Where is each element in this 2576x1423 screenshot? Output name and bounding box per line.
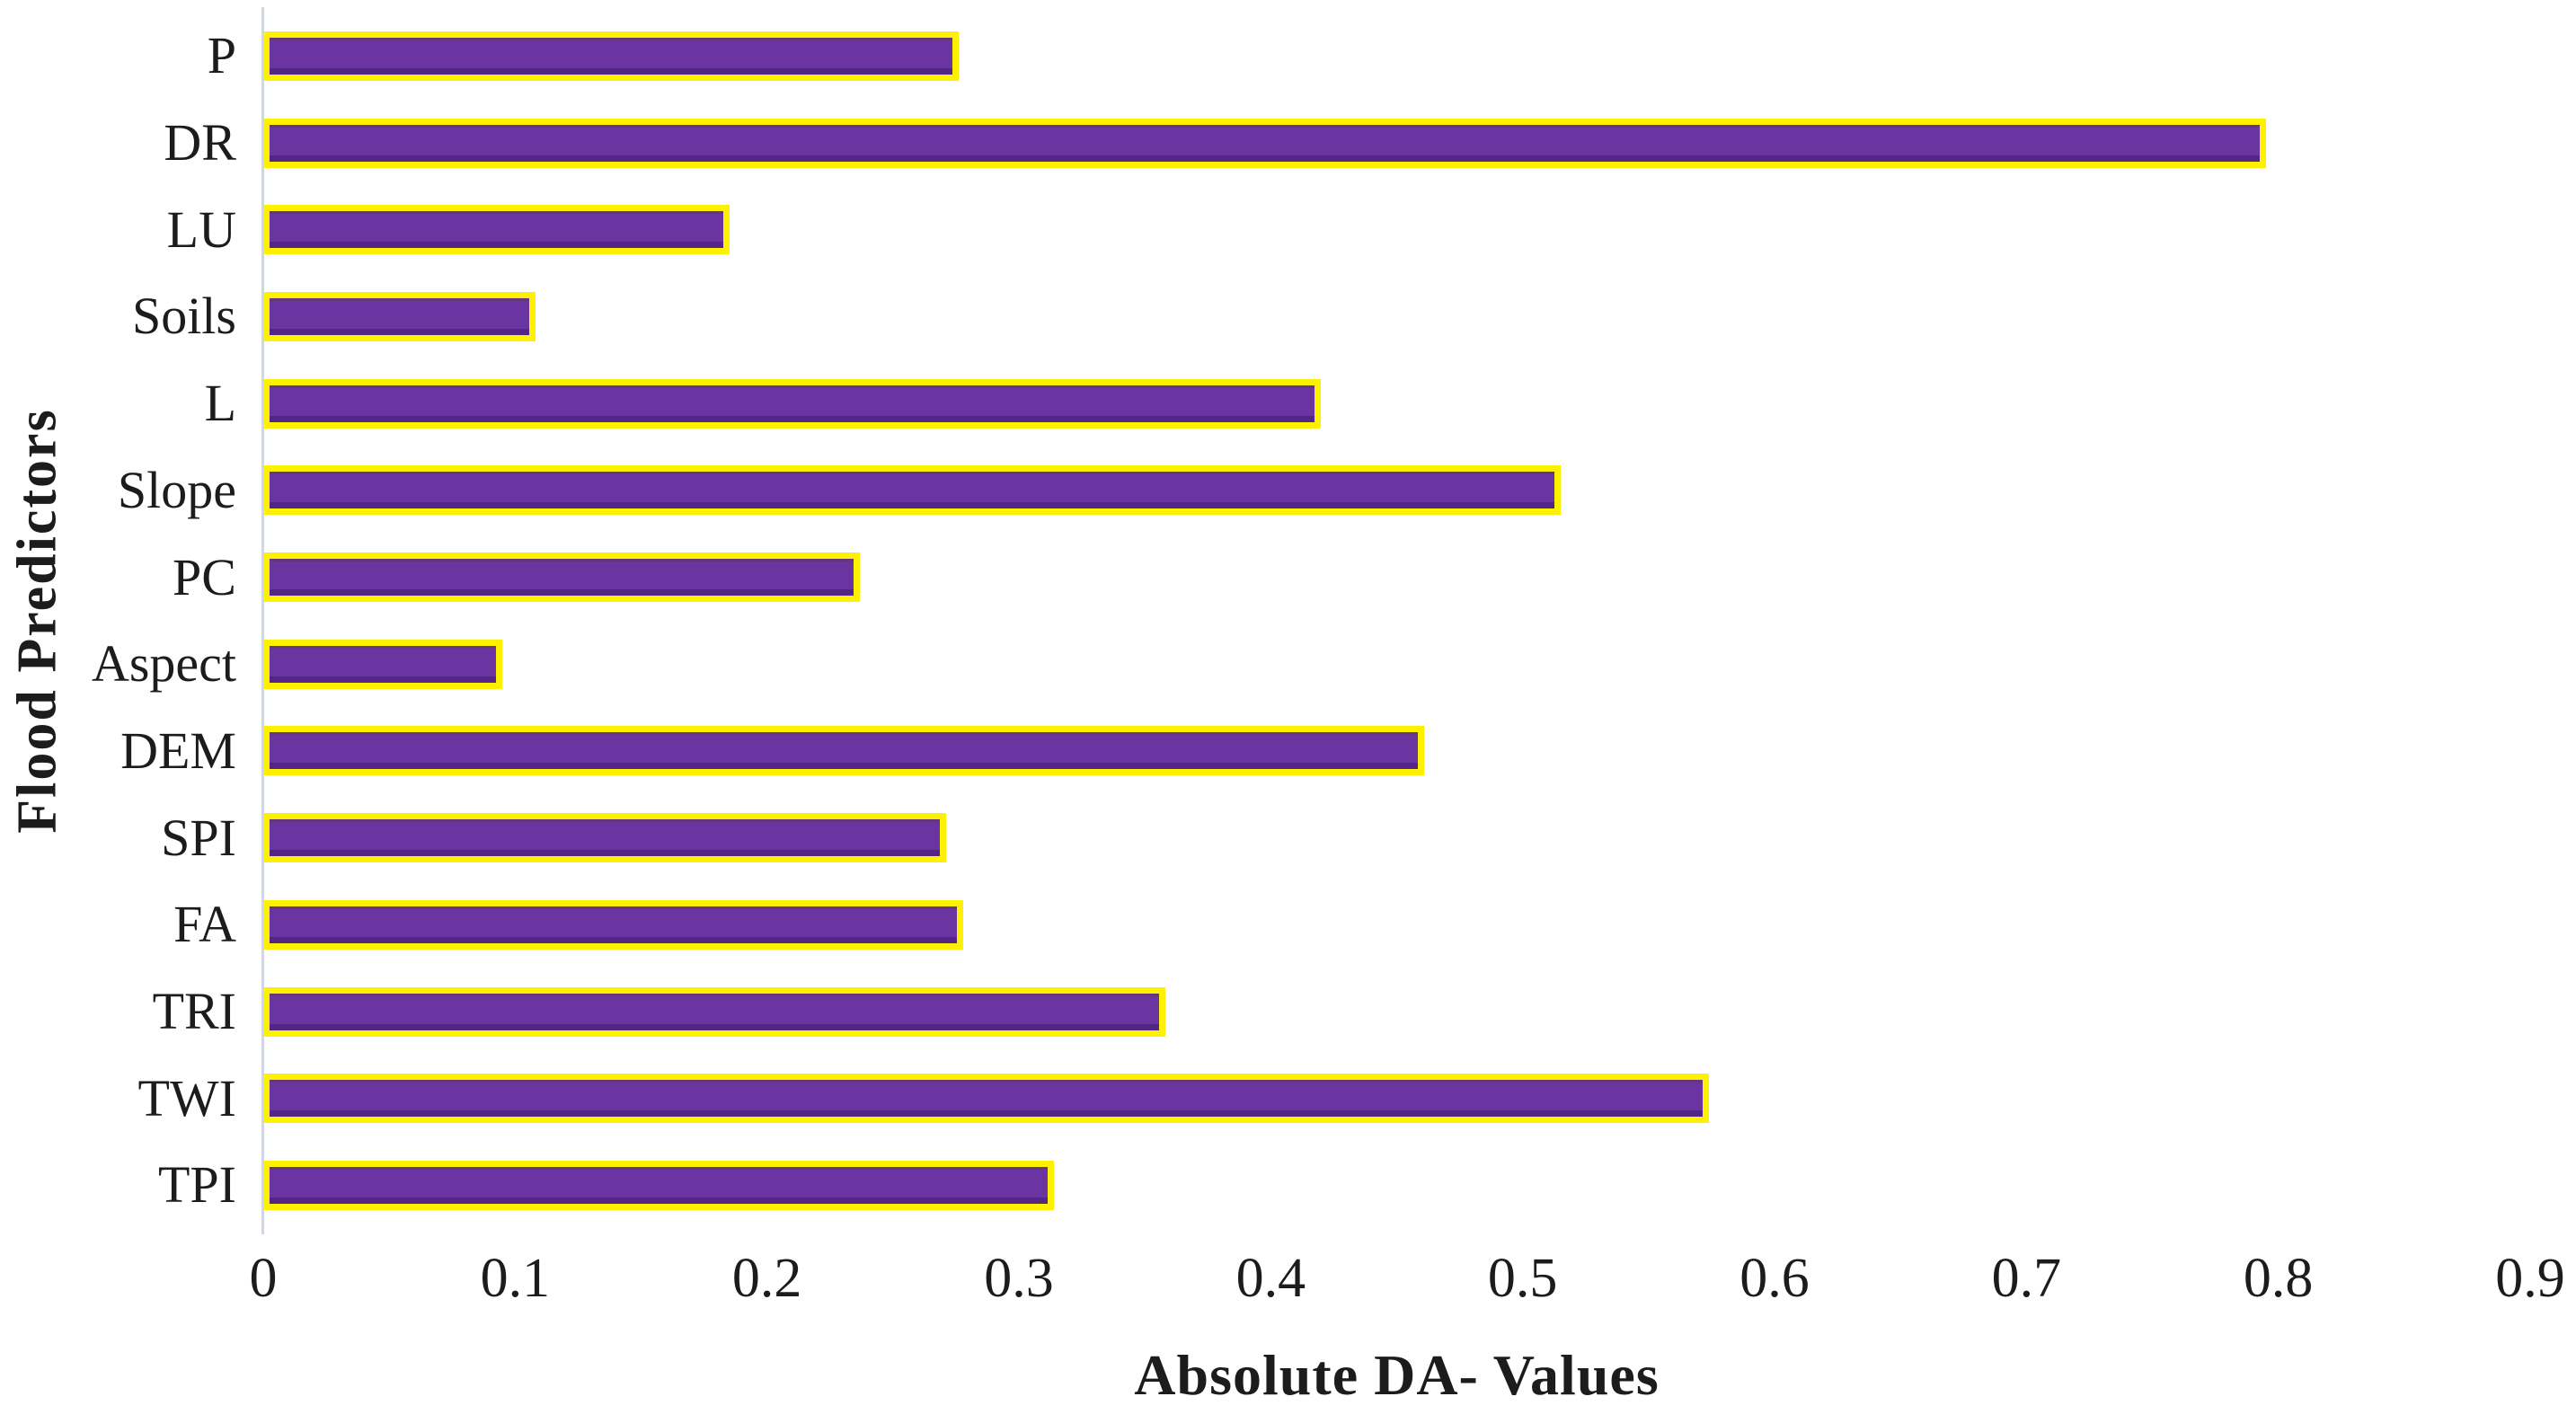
x-tick-label-0.6: 0.6 xyxy=(1739,1248,1810,1309)
chart-row-tri: TRI xyxy=(153,968,2530,1056)
chart-row-soils: Soils xyxy=(132,273,2530,360)
bar-aspect xyxy=(263,639,503,689)
chart-row-lu: LU xyxy=(167,186,2530,273)
bar-twi xyxy=(263,1074,1710,1124)
category-label-pc: PC xyxy=(173,547,236,606)
category-label-fa: FA xyxy=(173,895,236,954)
category-label-lu: LU xyxy=(166,199,236,259)
chart-row-dr: DR xyxy=(164,100,2530,187)
bar-fa xyxy=(263,899,964,950)
bar-soils xyxy=(263,291,536,341)
bar-tpi xyxy=(263,1160,1055,1210)
chart-row-pc: PC xyxy=(173,534,2530,621)
chart-row-tpi: TPI xyxy=(158,1142,2530,1229)
bar-spi xyxy=(263,813,946,863)
category-label-aspect: Aspect xyxy=(91,634,236,694)
chart-row-spi: SPI xyxy=(161,794,2530,881)
category-label-slope: Slope xyxy=(117,460,236,519)
category-label-l: L xyxy=(204,374,236,433)
category-label-dr: DR xyxy=(164,113,236,172)
x-tick-label-0.7: 0.7 xyxy=(1991,1248,2062,1309)
bar-l xyxy=(263,378,1322,429)
x-axis-title: Absolute DA- Values xyxy=(1134,1343,1660,1407)
x-tick-label-0: 0 xyxy=(249,1248,278,1309)
plot-area: P DR LU Soils L Slope PC Aspect DEM SPI FA TRI TWI TP… xyxy=(92,7,2530,1234)
bar-rows: P DR LU Soils L Slope PC Aspect DEM SPI FA TRI TWI TP… xyxy=(92,13,2530,1229)
x-axis-tick-labels: 0 0.1 0.2 0.3 0.4 0.5 0.6 0.7 0.8 0.9 xyxy=(250,1248,2565,1313)
category-label-twi: TWI xyxy=(137,1068,237,1127)
chart-row-fa: FA xyxy=(173,881,2530,968)
bar-slope xyxy=(263,465,1561,516)
y-axis-line xyxy=(261,7,264,1234)
chart-row-dem: DEM xyxy=(120,708,2530,795)
bar-tri xyxy=(263,986,1165,1037)
chart-row-twi: TWI xyxy=(138,1055,2530,1142)
category-label-soils: Soils xyxy=(131,287,236,346)
bar-dem xyxy=(263,726,1425,776)
chart-row-l: L xyxy=(205,360,2530,447)
bar-lu xyxy=(263,205,730,255)
category-label-dem: DEM xyxy=(120,720,236,780)
bar-dr xyxy=(263,118,2266,168)
x-tick-label-0.5: 0.5 xyxy=(1487,1248,1558,1309)
category-label-p: P xyxy=(207,26,236,85)
x-tick-label-0.9: 0.9 xyxy=(2495,1248,2565,1309)
x-tick-label-0.1: 0.1 xyxy=(480,1248,551,1309)
category-label-tpi: TPI xyxy=(158,1155,236,1215)
chart-row-slope: Slope xyxy=(118,447,2530,535)
chart-row-aspect: Aspect xyxy=(92,621,2530,708)
category-label-tri: TRI xyxy=(152,982,236,1041)
bar-p xyxy=(263,31,959,81)
x-tick-label-0.2: 0.2 xyxy=(731,1248,802,1309)
bar-pc xyxy=(263,552,861,603)
x-tick-label-0.4: 0.4 xyxy=(1235,1248,1306,1309)
x-tick-label-0.8: 0.8 xyxy=(2243,1248,2314,1309)
y-axis-title: Flood Predictors xyxy=(6,408,68,834)
category-label-spi: SPI xyxy=(161,808,236,867)
chart-row-p: P xyxy=(208,13,2530,100)
x-tick-label-0.3: 0.3 xyxy=(984,1248,1054,1309)
